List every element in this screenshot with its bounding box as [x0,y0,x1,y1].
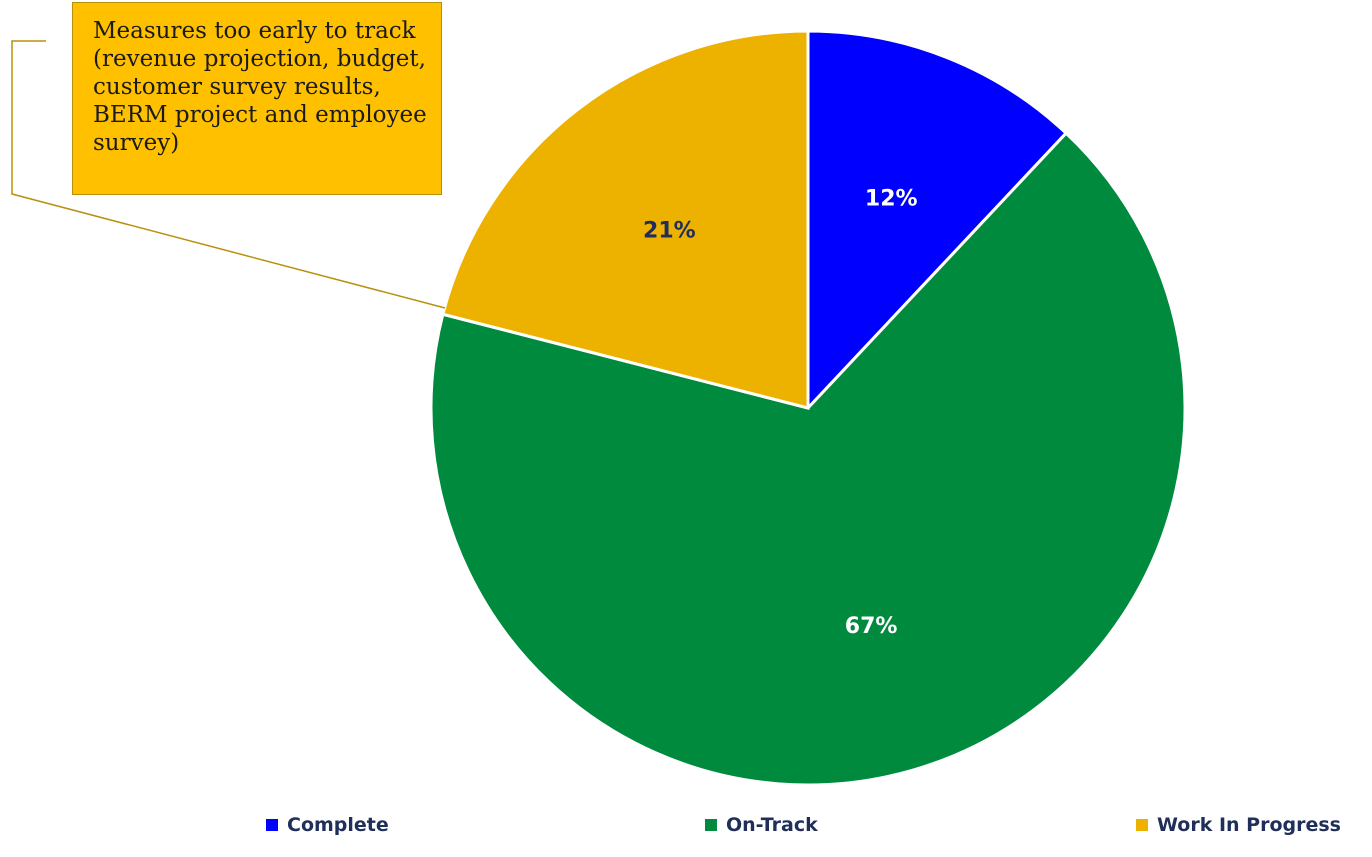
callout-box: Measures too early to track (revenue pro… [72,2,442,195]
legend-swatch [705,819,717,831]
data-label: 67% [845,614,898,639]
slice-complete [806,29,1069,412]
legend-swatch [1136,819,1148,831]
callout-leader-line [11,40,446,309]
legend-label: On-Track [726,814,818,836]
legend-label: Work In Progress [1157,814,1341,836]
legend-label: Complete [287,814,389,836]
legend-item-complete: Complete [266,814,389,836]
slice-work-in-progress [441,29,810,410]
pie-slices [429,29,1187,787]
legend-item-work-in-progress: Work In Progress [1136,814,1341,836]
legend-swatch [266,819,278,831]
slice-on-track [429,131,1187,787]
data-label: 21% [643,218,696,243]
data-label: 12% [865,187,918,212]
pie-data-labels: 12% 67% 21% [643,187,918,640]
legend-item-on-track: On-Track [705,814,818,836]
